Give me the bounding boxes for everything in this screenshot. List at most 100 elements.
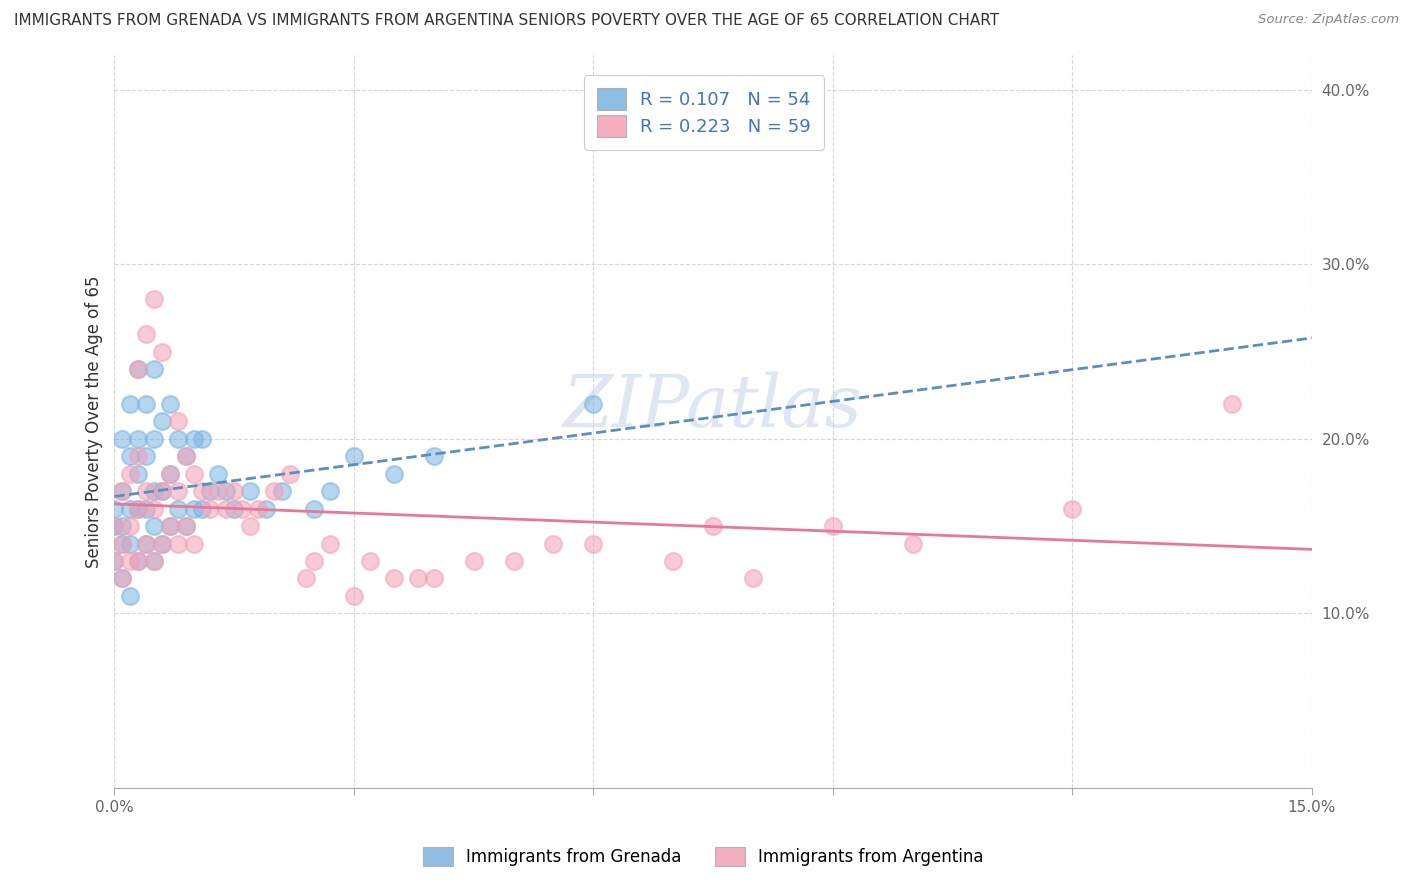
Point — [127, 501, 149, 516]
Point — [127, 554, 149, 568]
Point — [127, 554, 149, 568]
Point — [127, 362, 149, 376]
Point — [174, 519, 197, 533]
Point — [143, 519, 166, 533]
Point — [135, 397, 157, 411]
Point — [271, 484, 294, 499]
Legend: Immigrants from Grenada, Immigrants from Argentina: Immigrants from Grenada, Immigrants from… — [409, 833, 997, 880]
Point — [239, 519, 262, 533]
Point — [159, 467, 181, 481]
Point — [167, 484, 190, 499]
Point — [111, 571, 134, 585]
Point — [1062, 501, 1084, 516]
Point — [143, 554, 166, 568]
Point — [183, 501, 205, 516]
Point — [183, 467, 205, 481]
Point — [159, 519, 181, 533]
Point — [111, 536, 134, 550]
Point — [143, 362, 166, 376]
Point — [111, 519, 134, 533]
Point — [198, 484, 221, 499]
Point — [191, 484, 214, 499]
Point — [247, 501, 270, 516]
Point — [359, 554, 381, 568]
Point — [167, 501, 190, 516]
Point — [150, 344, 173, 359]
Point — [406, 571, 429, 585]
Point — [343, 450, 366, 464]
Point — [127, 362, 149, 376]
Point — [103, 501, 125, 516]
Point — [174, 450, 197, 464]
Point — [231, 501, 253, 516]
Point — [135, 484, 157, 499]
Point — [167, 414, 190, 428]
Point — [150, 536, 173, 550]
Point — [103, 519, 125, 533]
Point — [111, 484, 134, 499]
Point — [127, 467, 149, 481]
Point — [302, 501, 325, 516]
Point — [120, 536, 142, 550]
Point — [103, 519, 125, 533]
Point — [159, 519, 181, 533]
Text: ZIPatlas: ZIPatlas — [564, 372, 863, 442]
Point — [120, 397, 142, 411]
Point — [127, 501, 149, 516]
Point — [111, 484, 134, 499]
Point — [127, 432, 149, 446]
Point — [215, 484, 238, 499]
Point — [174, 519, 197, 533]
Point — [150, 414, 173, 428]
Point — [111, 536, 134, 550]
Point — [120, 554, 142, 568]
Point — [127, 450, 149, 464]
Point — [135, 450, 157, 464]
Point — [120, 467, 142, 481]
Point — [821, 519, 844, 533]
Point — [135, 327, 157, 342]
Point — [183, 432, 205, 446]
Point — [422, 450, 444, 464]
Point — [582, 397, 605, 411]
Point — [120, 501, 142, 516]
Point — [382, 571, 405, 585]
Point — [167, 432, 190, 446]
Point — [254, 501, 277, 516]
Legend: R = 0.107   N = 54, R = 0.223   N = 59: R = 0.107 N = 54, R = 0.223 N = 59 — [585, 75, 824, 150]
Point — [278, 467, 301, 481]
Point — [224, 501, 246, 516]
Point — [183, 536, 205, 550]
Point — [103, 554, 125, 568]
Point — [135, 536, 157, 550]
Point — [150, 484, 173, 499]
Point — [295, 571, 318, 585]
Point — [174, 450, 197, 464]
Point — [1220, 397, 1243, 411]
Point — [143, 554, 166, 568]
Point — [159, 467, 181, 481]
Point — [901, 536, 924, 550]
Point — [143, 432, 166, 446]
Point — [463, 554, 485, 568]
Point — [742, 571, 765, 585]
Point — [215, 501, 238, 516]
Point — [103, 554, 125, 568]
Point — [239, 484, 262, 499]
Point — [207, 467, 229, 481]
Point — [198, 501, 221, 516]
Point — [167, 536, 190, 550]
Point — [543, 536, 565, 550]
Point — [143, 484, 166, 499]
Text: Source: ZipAtlas.com: Source: ZipAtlas.com — [1258, 13, 1399, 27]
Point — [135, 501, 157, 516]
Point — [111, 571, 134, 585]
Point — [582, 536, 605, 550]
Point — [150, 484, 173, 499]
Point — [207, 484, 229, 499]
Point — [143, 293, 166, 307]
Point — [191, 432, 214, 446]
Point — [224, 484, 246, 499]
Point — [319, 536, 342, 550]
Point — [502, 554, 524, 568]
